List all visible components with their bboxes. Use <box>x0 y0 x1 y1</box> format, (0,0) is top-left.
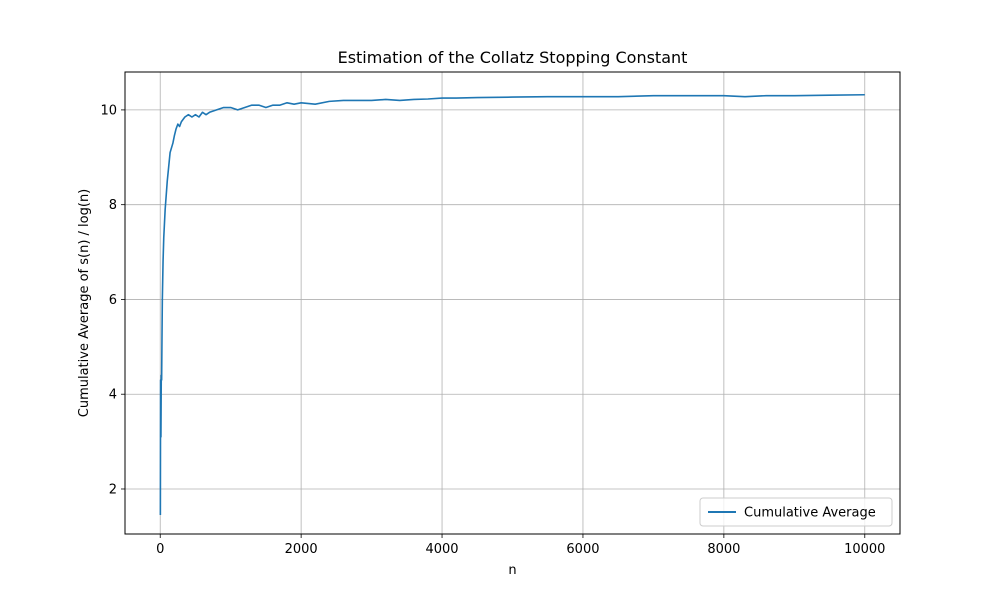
x-tick-label: 0 <box>156 542 164 557</box>
chart-title: Estimation of the Collatz Stopping Const… <box>338 48 688 67</box>
x-tick-label: 10000 <box>844 542 885 557</box>
chart-legend: Cumulative Average <box>699 497 893 527</box>
axis-ticks: 0 2000 4000 6000 8000 10000 2 4 6 8 10 <box>100 103 885 557</box>
y-tick-label: 8 <box>109 198 117 213</box>
x-tick-label: 8000 <box>707 542 740 557</box>
x-axis-label: n <box>508 563 516 578</box>
x-tick-label: 6000 <box>566 542 599 557</box>
y-tick-label: 4 <box>109 388 117 403</box>
series-line-cumulative-average <box>159 93 865 516</box>
legend-label-cumulative-average: Cumulative Average <box>744 506 876 521</box>
y-tick-label: 10 <box>100 103 117 118</box>
plot-area-frame <box>124 71 901 535</box>
y-tick-label: 2 <box>109 482 117 497</box>
series-layer <box>159 93 865 516</box>
grid-lines <box>125 72 900 534</box>
y-axis-label: Cumulative Average of s(n) / log(n) <box>77 189 92 418</box>
legend-box <box>699 497 893 527</box>
x-tick-label: 2000 <box>285 542 318 557</box>
y-tick-label: 6 <box>109 293 117 308</box>
x-tick-label: 4000 <box>425 542 458 557</box>
